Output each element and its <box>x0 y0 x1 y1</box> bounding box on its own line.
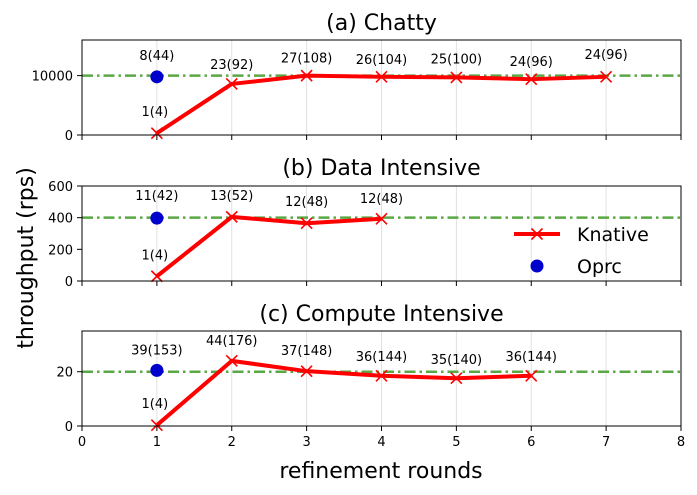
data-label: 36(144) <box>506 350 558 365</box>
knative-marker <box>525 369 538 382</box>
knative-line <box>155 358 532 427</box>
x-tick-label: 3 <box>302 435 310 450</box>
x-tick-label: 2 <box>228 435 236 450</box>
y-tick-label: 0 <box>65 275 73 290</box>
data-label: 37(148) <box>281 344 333 359</box>
panel-title: (a) Chatty <box>326 11 437 36</box>
data-label: 8(44) <box>139 49 174 64</box>
knative-marker <box>525 73 538 86</box>
knative-marker <box>300 365 313 378</box>
x-tick-label: 5 <box>452 435 460 450</box>
y-tick-label: 10000 <box>32 70 73 85</box>
y-axis-title: throughput (rps) <box>14 167 39 349</box>
legend-knative-marker <box>530 227 544 241</box>
knative-marker <box>375 70 388 83</box>
oprc-point <box>150 70 164 84</box>
knative-marker <box>375 369 388 382</box>
data-label: 12(48) <box>360 192 403 207</box>
y-tick-label: 200 <box>48 243 73 258</box>
legend-label: Knative <box>577 224 649 246</box>
panel-title: (c) Compute Intensive <box>259 302 503 327</box>
x-tick-label: 8 <box>677 435 685 450</box>
knative-marker <box>150 419 163 432</box>
knative-marker <box>225 77 238 91</box>
knative-marker <box>450 71 463 84</box>
data-label: 25(100) <box>431 52 483 67</box>
knative-marker <box>150 127 163 140</box>
knative-marker <box>225 354 238 367</box>
data-label: 13(52) <box>210 189 253 204</box>
axes-frame <box>81 185 682 282</box>
data-label: 27(108) <box>281 52 333 67</box>
legend-label: Oprc <box>577 256 622 278</box>
x-tick-label: 4 <box>377 435 385 450</box>
data-label: 44(176) <box>206 334 258 349</box>
data-label: 1(4) <box>142 105 169 120</box>
knative-marker <box>375 212 388 225</box>
knative-marker <box>450 372 463 385</box>
knative-marker <box>225 210 238 223</box>
data-label: 1(4) <box>142 248 169 263</box>
data-label: 24(96) <box>585 48 628 63</box>
data-label: 23(92) <box>210 58 253 73</box>
knative-marker <box>300 217 313 230</box>
data-label: 36(144) <box>356 350 408 365</box>
y-tick-label: 20 <box>56 366 73 381</box>
y-tick-label: 0 <box>65 129 73 144</box>
x-axis-title: refinement rounds <box>279 459 482 484</box>
data-label: 11(42) <box>135 189 178 204</box>
data-label: 24(96) <box>510 55 553 70</box>
data-label: 12(48) <box>285 195 328 210</box>
x-tick-label: 1 <box>153 435 161 450</box>
x-tick-label: 6 <box>527 435 535 450</box>
panel-title: (b) Data Intensive <box>282 156 480 181</box>
data-label: 1(4) <box>142 397 169 412</box>
y-tick-label: 0 <box>65 420 73 435</box>
axes-frame <box>81 39 682 136</box>
x-tick-label: 7 <box>602 435 610 450</box>
x-tick-label: 0 <box>78 435 86 450</box>
legend-oprc-marker <box>530 259 544 273</box>
knative-marker <box>150 270 163 283</box>
knative-marker <box>600 70 613 83</box>
y-tick-label: 600 <box>48 180 73 195</box>
y-tick-label: 400 <box>48 212 73 227</box>
knative-line <box>155 214 382 278</box>
data-label: 26(104) <box>356 53 408 68</box>
data-label: 39(153) <box>131 343 183 358</box>
oprc-point <box>150 211 164 225</box>
axes-frame <box>81 330 682 427</box>
knative-marker <box>300 69 313 82</box>
data-label: 35(140) <box>431 353 483 368</box>
oprc-point <box>150 363 164 377</box>
